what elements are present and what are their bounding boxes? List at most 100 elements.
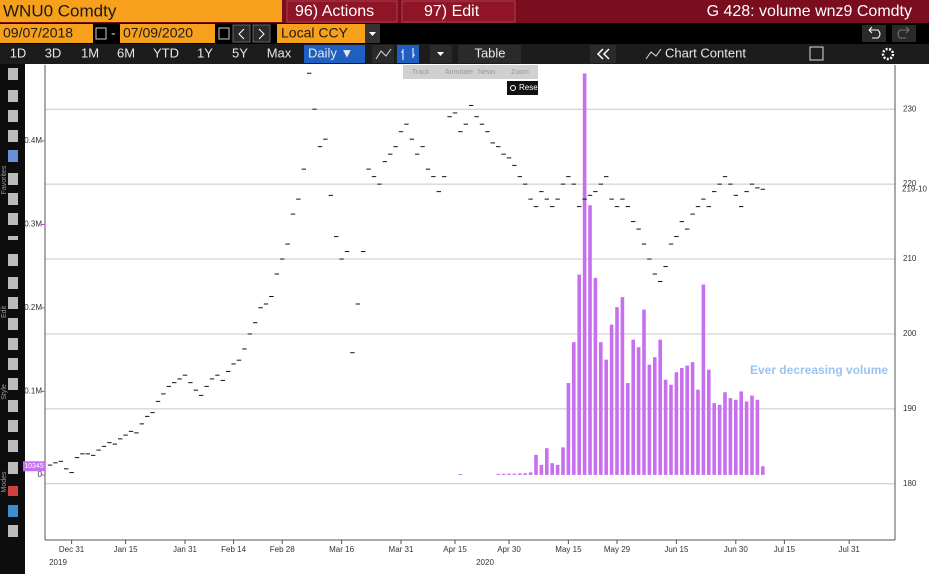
y-tick-label: 0.2M xyxy=(24,303,42,312)
volume-bar xyxy=(539,464,544,475)
chart-canvas xyxy=(25,64,929,574)
volume-bar xyxy=(577,274,581,475)
x-year-label: 2020 xyxy=(476,558,494,567)
x-tick-label: Apr 15 xyxy=(443,545,467,554)
side-label: Modes xyxy=(1,471,8,493)
edit-button[interactable] xyxy=(401,0,516,23)
x-tick-label: Apr 30 xyxy=(497,545,521,554)
tool-icon[interactable] xyxy=(8,193,18,205)
volume-bar xyxy=(685,365,689,475)
redo-button[interactable] xyxy=(892,25,916,42)
chart-tool[interactable]: Zoom xyxy=(511,69,529,76)
y2-tick-label: 220 xyxy=(903,179,917,188)
next-button[interactable] xyxy=(252,24,271,43)
volume-bar xyxy=(555,464,560,475)
chart-tools-bar xyxy=(403,65,538,79)
period-button[interactable]: 5Y xyxy=(232,45,248,60)
start-date-input[interactable] xyxy=(0,24,93,43)
y2-tick-label: 230 xyxy=(903,104,917,113)
period-button[interactable]: YTD xyxy=(153,45,179,60)
volume-bar xyxy=(582,73,587,475)
period-button[interactable]: 3D xyxy=(45,45,62,60)
actions-button[interactable] xyxy=(286,0,398,23)
volume-bar xyxy=(674,372,679,475)
side-label: Edit xyxy=(1,306,8,318)
tool-icon[interactable] xyxy=(8,130,18,142)
volume-bar xyxy=(723,392,727,475)
x-tick-label: Jan 31 xyxy=(173,545,198,554)
ticker-input[interactable] xyxy=(0,0,282,22)
tool-icon[interactable] xyxy=(8,440,18,452)
y-tick-label: 0.3M xyxy=(24,220,42,229)
currency: Local CCY xyxy=(281,25,349,41)
x-tick-label: Mar 16 xyxy=(329,545,354,554)
tool-icon[interactable] xyxy=(8,378,18,390)
settings-icon[interactable] xyxy=(881,47,895,61)
volume-bar xyxy=(458,474,463,475)
frequency-button[interactable] xyxy=(304,45,365,63)
calendar-icon[interactable] xyxy=(218,27,230,40)
volume-bar xyxy=(658,339,662,475)
edit-chart-icon[interactable] xyxy=(809,46,824,61)
x-tick-label: Jun 15 xyxy=(664,545,689,554)
x-year-label: 2019 xyxy=(49,558,67,567)
y-tick-label: 0.1M xyxy=(24,387,42,396)
table-button[interactable] xyxy=(458,45,521,63)
tool-icon[interactable] xyxy=(8,68,18,80)
volume-bar xyxy=(518,473,522,475)
period-button[interactable]: 6M xyxy=(117,45,135,60)
tool-icon[interactable] xyxy=(8,254,18,266)
tool-icon[interactable] xyxy=(8,173,18,185)
tool-icon[interactable] xyxy=(8,213,18,225)
ohlc-icon xyxy=(401,48,415,60)
line-chart-button[interactable] xyxy=(372,45,394,63)
volume-bar xyxy=(534,454,538,475)
tool-icon[interactable] xyxy=(8,462,18,474)
tool-icon[interactable] xyxy=(8,486,18,496)
y2-tick-label: 180 xyxy=(903,479,917,488)
tool-icon[interactable] xyxy=(8,358,18,370)
currency-select[interactable] xyxy=(277,24,365,43)
tool-icon[interactable] xyxy=(8,318,18,330)
tool-icon[interactable] xyxy=(8,236,18,240)
tool-icon[interactable] xyxy=(8,420,18,432)
volume-bar xyxy=(609,324,614,475)
reset-button[interactable] xyxy=(507,81,538,95)
volume-bar xyxy=(696,389,700,475)
tool-icon[interactable] xyxy=(8,150,18,162)
dropdown-arrow xyxy=(369,32,376,36)
volume-bar xyxy=(512,473,517,475)
chart-tool[interactable]: News xyxy=(478,69,496,76)
chart-tool[interactable]: Annotate xyxy=(445,69,473,76)
period-button[interactable]: 1M xyxy=(81,45,99,60)
tool-icon[interactable] xyxy=(8,338,18,350)
tool-icon[interactable] xyxy=(8,505,18,517)
tool-icon[interactable] xyxy=(8,110,18,122)
tool-icon[interactable] xyxy=(8,297,18,309)
x-tick-label: May 29 xyxy=(604,545,631,554)
period-button[interactable]: 1Y xyxy=(197,45,213,60)
tool-icon[interactable] xyxy=(8,400,18,412)
volume-bar xyxy=(566,383,571,475)
y-tick-label: 0 xyxy=(38,470,43,479)
volume-bar xyxy=(593,277,598,475)
side-label: Style xyxy=(1,384,8,400)
actions-label: 96) Actions xyxy=(295,3,374,20)
volume-bar xyxy=(496,473,500,475)
calendar-icon[interactable] xyxy=(95,27,107,40)
volume-bar xyxy=(653,357,657,475)
volume-bar xyxy=(739,391,743,475)
undo-button[interactable] xyxy=(862,25,886,42)
bar-chart-button[interactable] xyxy=(397,45,419,63)
tool-icon[interactable] xyxy=(8,277,18,289)
period-button[interactable]: Max xyxy=(267,45,292,60)
tool-icon[interactable] xyxy=(8,525,18,537)
start-date: 09/07/2018 xyxy=(3,25,73,41)
end-date-input[interactable] xyxy=(120,24,215,43)
prev-button[interactable] xyxy=(232,24,251,43)
chart-content-label[interactable]: Chart Content xyxy=(665,45,746,60)
period-button[interactable]: 1D xyxy=(10,45,27,60)
tool-icon[interactable] xyxy=(8,90,18,102)
chart-tool[interactable]: Track xyxy=(412,69,430,76)
